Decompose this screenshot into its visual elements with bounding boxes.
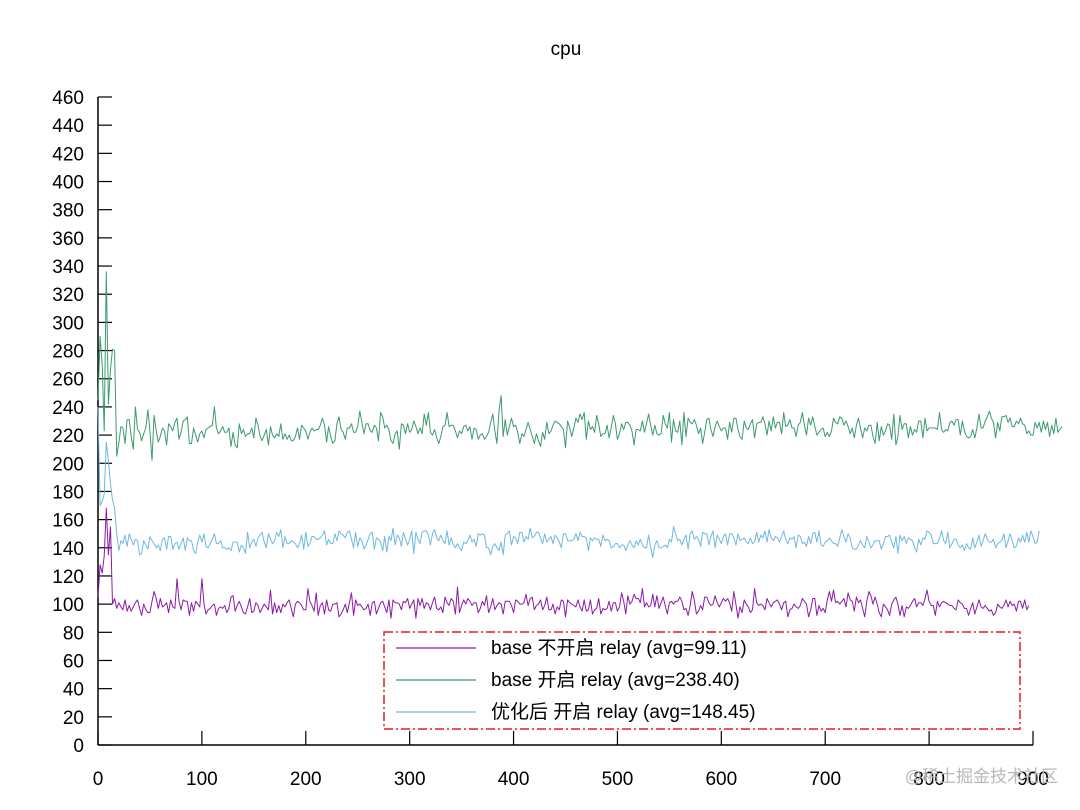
y-tick-label: 260 bbox=[52, 370, 84, 391]
chart-legend: base 不开启 relay (avg=99.11) base 开启 relay … bbox=[383, 631, 1021, 730]
series-line bbox=[97, 406, 1040, 559]
y-tick-label: 380 bbox=[52, 201, 84, 222]
x-tick-label: 600 bbox=[705, 769, 737, 790]
series-line bbox=[97, 507, 1030, 619]
x-tick-label: 900 bbox=[1017, 769, 1049, 790]
y-tick-label: 400 bbox=[52, 173, 84, 194]
chart-title: cpu bbox=[551, 39, 582, 60]
x-tick-label: 300 bbox=[394, 769, 426, 790]
x-tick-label: 700 bbox=[809, 769, 841, 790]
x-tick-label: 100 bbox=[186, 769, 218, 790]
x-tick-label: 0 bbox=[93, 769, 104, 790]
series-line bbox=[97, 271, 1063, 461]
legend-label: base 开启 relay (avg=238.40) bbox=[491, 669, 740, 691]
y-tick-label: 60 bbox=[63, 651, 84, 672]
x-tick-label: 200 bbox=[290, 769, 322, 790]
y-tick-label: 20 bbox=[63, 708, 84, 729]
legend-label: base 不开启 relay (avg=99.11) bbox=[491, 637, 747, 659]
y-tick-label: 200 bbox=[52, 454, 84, 475]
y-tick-label: 160 bbox=[52, 511, 84, 532]
y-tick-label: 420 bbox=[52, 144, 84, 165]
y-tick-label: 320 bbox=[52, 285, 84, 306]
y-tick-label: 240 bbox=[52, 398, 84, 419]
y-tick-label: 440 bbox=[52, 116, 84, 137]
legend-label: 优化后 开启 relay (avg=148.45) bbox=[491, 701, 756, 723]
y-tick-label: 80 bbox=[63, 623, 84, 644]
watermark-text: @稀土掘金技术社区 bbox=[905, 767, 1058, 786]
y-tick-label: 460 bbox=[52, 88, 84, 109]
y-tick-label: 40 bbox=[63, 680, 84, 701]
x-tick-label: 400 bbox=[498, 769, 530, 790]
y-tick-label: 0 bbox=[73, 736, 84, 757]
y-tick-label: 300 bbox=[52, 313, 84, 334]
y-tick-label: 100 bbox=[52, 595, 84, 616]
y-tick-label: 180 bbox=[52, 482, 84, 503]
y-tick-label: 220 bbox=[52, 426, 84, 447]
legend-box bbox=[383, 631, 1021, 730]
y-tick-label: 360 bbox=[52, 229, 84, 250]
series-layer bbox=[97, 271, 1063, 619]
y-tick-label: 120 bbox=[52, 567, 84, 588]
y-tick-label: 140 bbox=[52, 539, 84, 560]
x-tick-label: 500 bbox=[602, 769, 634, 790]
chart-axes: 0 20 40 60 80 100 120 140 160 180 200 220 240 260 280 3… bbox=[52, 88, 1049, 790]
y-tick-label: 340 bbox=[52, 257, 84, 278]
x-tick-label: 800 bbox=[913, 769, 945, 790]
y-tick-label: 280 bbox=[52, 342, 84, 363]
